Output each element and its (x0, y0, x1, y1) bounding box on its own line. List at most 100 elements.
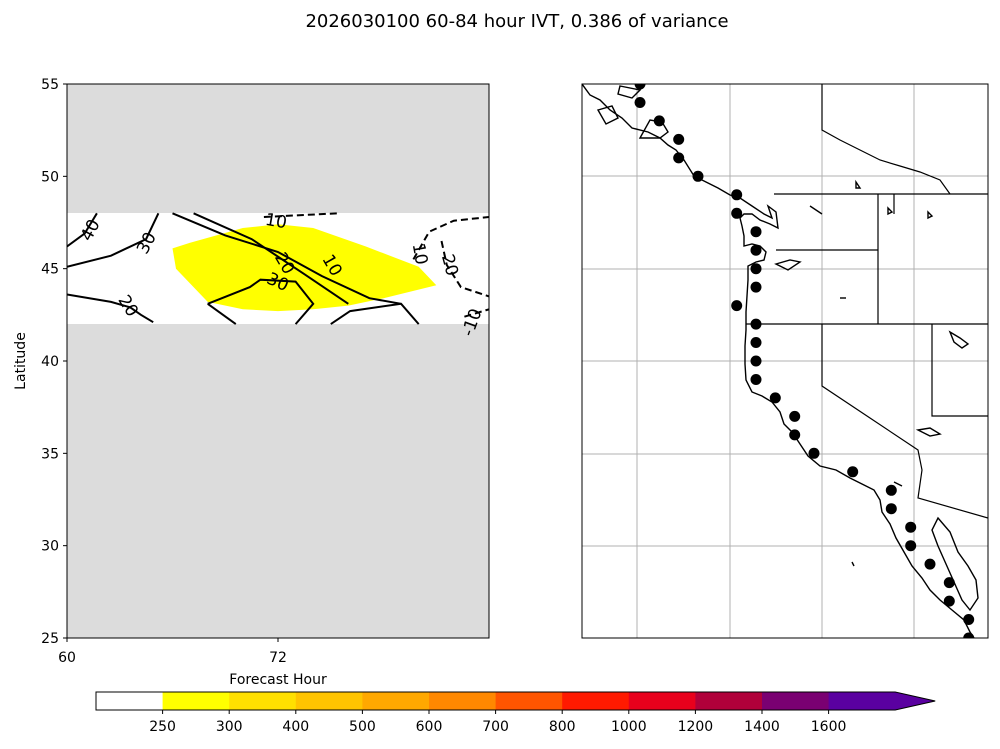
right-axes-frame (581, 83, 989, 639)
left-mask-bottom (67, 324, 489, 638)
coast-point-marker (731, 300, 743, 312)
coast-point-marker (673, 133, 685, 145)
coast-point-marker (634, 84, 646, 90)
contour-line (207, 278, 315, 325)
contour-line (193, 212, 349, 305)
colorbar-tick-label: 1400 (744, 719, 780, 735)
left-ticks: 25 30 35 40 45 50 55 60 72 (41, 77, 287, 666)
colorbar-segment (828, 692, 896, 710)
y-tick-label: 30 (41, 539, 59, 555)
contour-label: 40 (77, 216, 105, 244)
colorbar-outline (95, 691, 936, 711)
left-mask-top (67, 84, 489, 213)
coast-point-marker (847, 466, 859, 478)
map-borders (746, 84, 988, 519)
x-tick-label: 60 (58, 650, 76, 666)
colorbar-segment (762, 692, 830, 710)
coast-point-marker (789, 410, 801, 422)
coast-point-marker (943, 577, 955, 589)
contour-line (440, 240, 489, 298)
colorbar-segment (628, 692, 696, 710)
colorbar-segment (362, 692, 430, 710)
coast-point-marker (885, 503, 897, 515)
coast-point-marker (634, 97, 646, 108)
coast-point-marker (905, 521, 917, 533)
coast-point-marker (924, 558, 936, 570)
coast-point-marker (963, 632, 975, 638)
contour-line (67, 212, 98, 248)
coast-point-marker (653, 115, 665, 127)
contour-line (207, 302, 237, 325)
ivt-fill-region (172, 224, 437, 312)
contour-label: 20 (437, 252, 462, 278)
left-x-axis-label: Forecast Hour (229, 672, 327, 688)
y-tick-label: 40 (41, 354, 59, 370)
colorbar-extend-arrow (895, 692, 936, 710)
figure-title: 2026030100 60-84 hour IVT, 0.386 of vari… (305, 11, 728, 32)
contour-label: 20 (113, 292, 141, 321)
contour-line (464, 308, 489, 318)
colorbar-segment (229, 692, 297, 710)
coast-point-marker (885, 484, 897, 496)
contour-line (67, 212, 160, 268)
y-tick-label: 50 (41, 169, 59, 185)
coast-point-marker (750, 281, 762, 293)
colorbar-segment (495, 692, 563, 710)
y-tick-label: 35 (41, 446, 59, 462)
coast-point-marker (750, 355, 762, 367)
colorbar: 250 300 400 500 600 700 800 1000 1200 1400 1600 (95, 691, 936, 735)
coast-point-marker (943, 595, 955, 607)
left-y-axis-label: Latitude (13, 332, 29, 390)
coast-point-marker (692, 170, 704, 182)
contour-label: 10 (408, 242, 431, 267)
colorbar-segment (695, 692, 763, 710)
colorbar-segment (562, 692, 630, 710)
contour-label: 10 (264, 210, 289, 233)
coast-point-marker (673, 152, 685, 164)
right-map-panel (581, 83, 989, 639)
coast-point-marker (750, 244, 762, 256)
colorbar-tick-label: 600 (416, 719, 443, 735)
y-tick-label: 25 (41, 631, 59, 647)
map-points (634, 84, 975, 638)
colorbar-tick-label: 1200 (678, 719, 714, 735)
colorbar-segment (96, 692, 164, 710)
colorbar-tick-label: 500 (349, 719, 376, 735)
colorbar-tick-label: 250 (149, 719, 176, 735)
colorbar-tick-label: 1000 (611, 719, 647, 735)
colorbar-segment (162, 692, 230, 710)
colorbar-tick-label: 1600 (811, 719, 847, 735)
y-tick-label: 55 (41, 77, 59, 93)
colorbar-tick-label: 400 (282, 719, 309, 735)
coast-point-marker (731, 189, 743, 201)
coast-point-marker (963, 614, 975, 625)
contour-line (330, 302, 420, 325)
y-tick-label: 45 (41, 262, 59, 278)
contour-line (412, 216, 489, 260)
map-gridlines (582, 84, 988, 638)
contour-line (263, 212, 338, 218)
contour-line (67, 293, 154, 324)
contour-line (172, 212, 402, 305)
coast-point-marker (808, 447, 820, 459)
coast-point-marker (750, 374, 762, 385)
coast-point-marker (750, 318, 762, 330)
x-tick-label: 72 (269, 650, 287, 666)
coast-point-marker (750, 337, 762, 348)
colorbar-tick-label: 300 (216, 719, 243, 735)
colorbar-segment (295, 692, 363, 710)
map-area (582, 84, 988, 638)
coast-point-marker (750, 263, 762, 275)
coast-point-marker (750, 226, 762, 238)
coast-point-marker (731, 207, 743, 219)
coast-point-marker (769, 392, 781, 404)
contour-label: 30 (133, 229, 161, 257)
colorbar-tick-label: 800 (549, 719, 576, 735)
colorbar-segment (429, 692, 497, 710)
colorbar-tick-label: 700 (482, 719, 509, 735)
coast-point-marker (789, 429, 801, 441)
coast-point-marker (905, 540, 917, 552)
